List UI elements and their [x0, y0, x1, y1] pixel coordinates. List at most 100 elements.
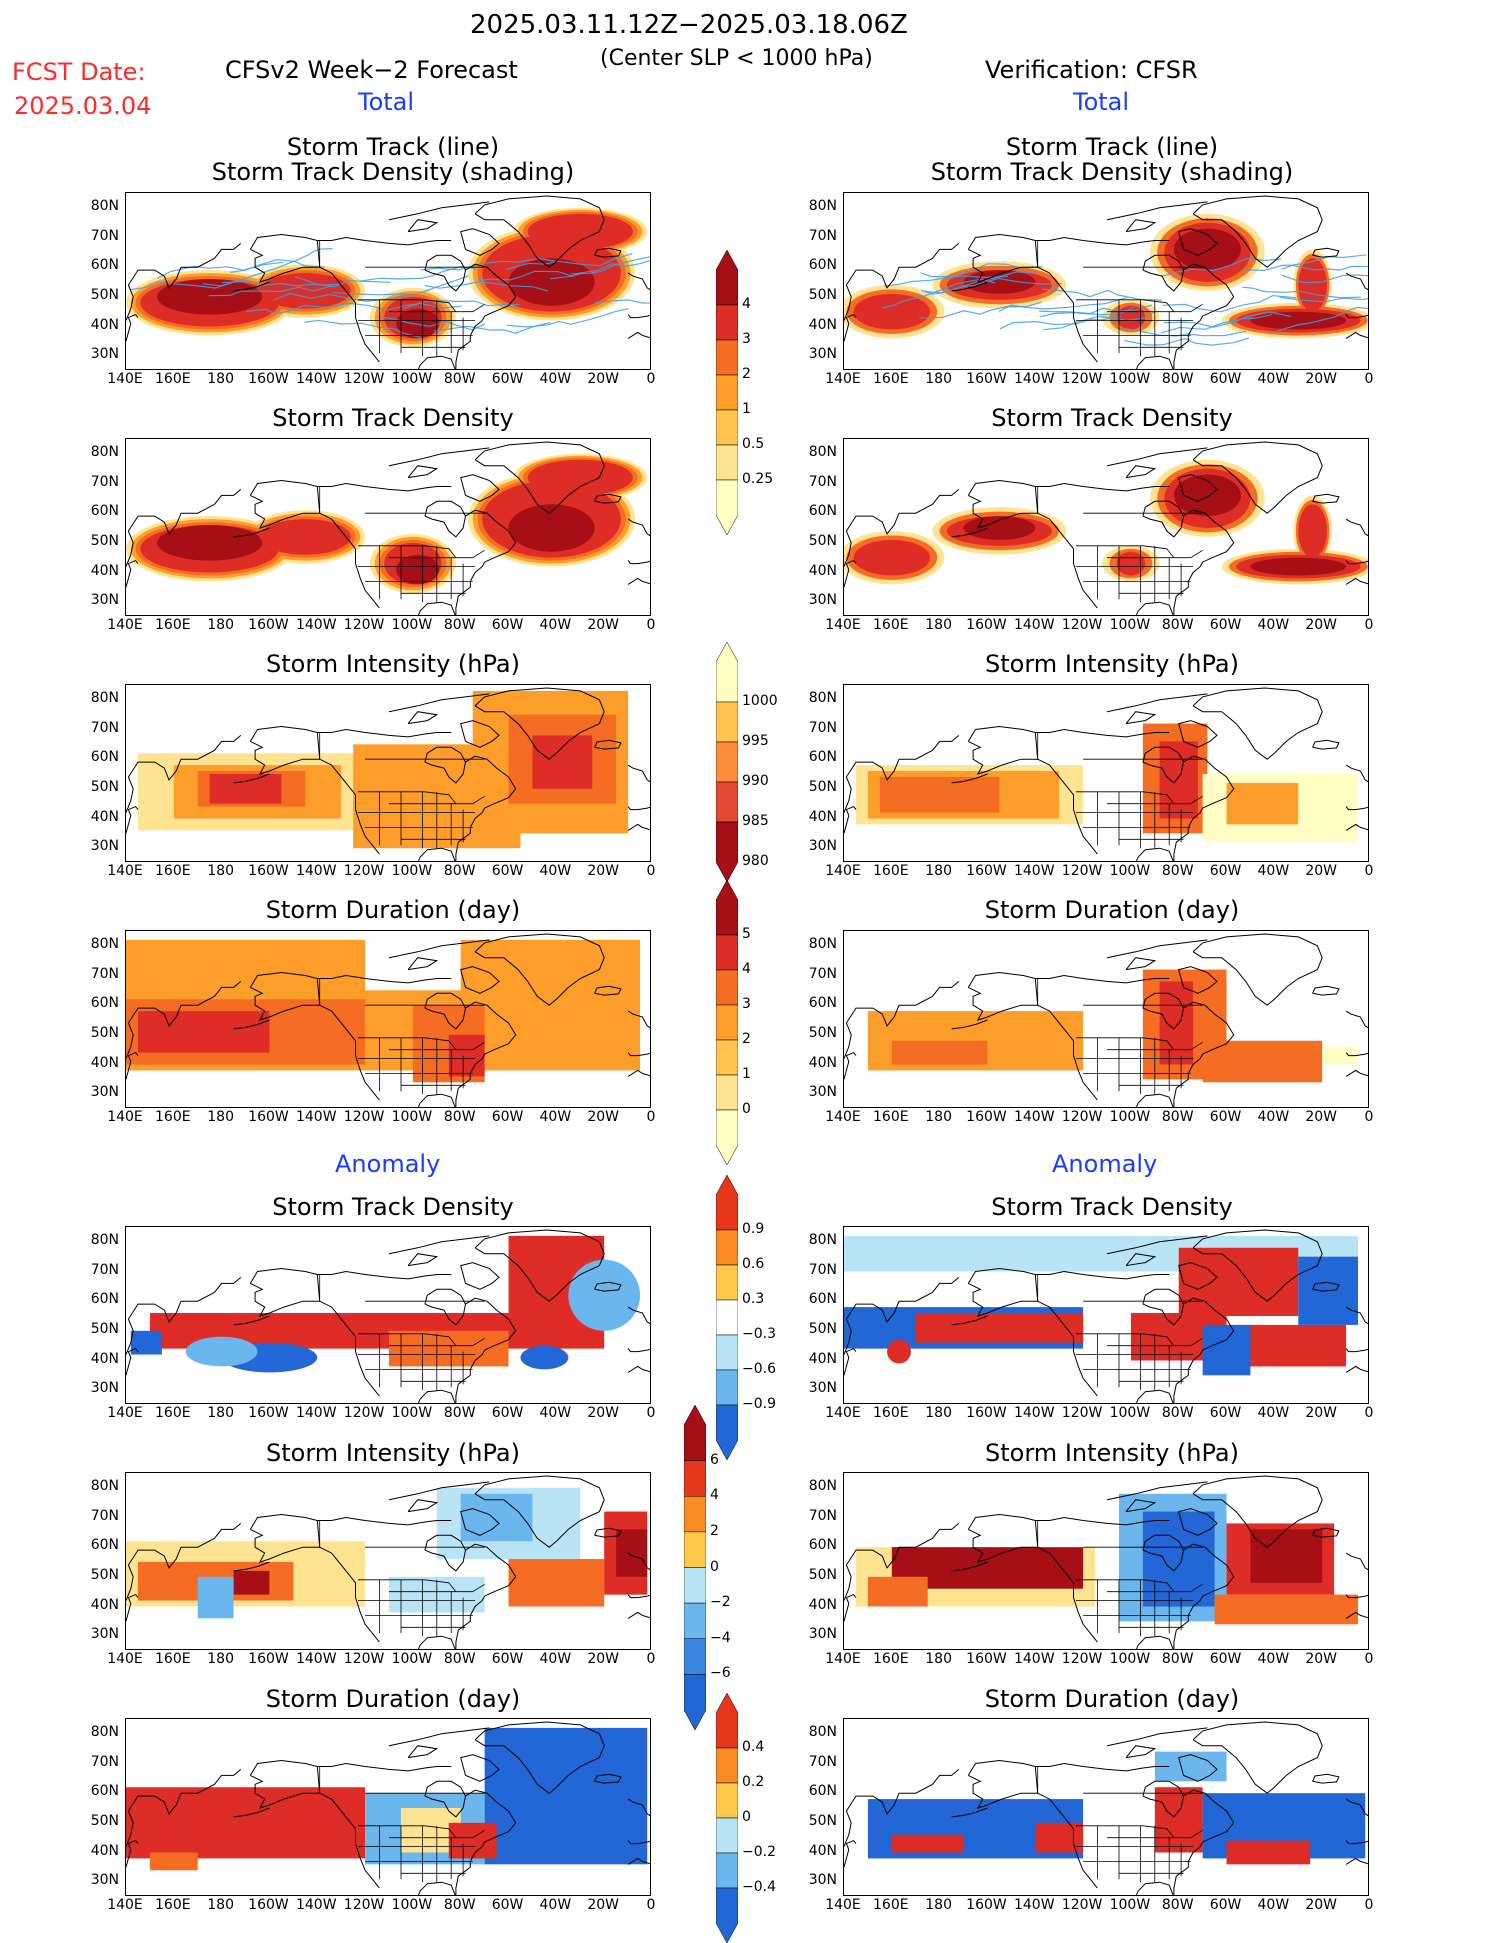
lat-tick-label: 40N — [90, 1054, 119, 1071]
colorbar-label: 985 — [742, 813, 769, 829]
coastline — [126, 1523, 242, 1601]
lon-tick-label: 140E — [825, 371, 861, 387]
right-density-title: Storm Track Density — [991, 404, 1233, 432]
colorbar-segment — [716, 1852, 738, 1889]
colorbar-label: −0.4 — [742, 1879, 776, 1895]
lat-tick-label: 40N — [808, 1054, 837, 1071]
colorbar-segment — [716, 821, 738, 882]
left-map-anom-density-svg — [126, 1229, 650, 1403]
lon-tick-label: 160E — [873, 617, 909, 633]
coastline — [1345, 1798, 1368, 1817]
coastline — [1345, 1069, 1368, 1077]
colorbar-segment — [684, 1567, 706, 1604]
colorbar-segment — [684, 1496, 706, 1533]
lon-tick-label: 160E — [155, 1405, 191, 1421]
right-map-intensity — [843, 684, 1369, 862]
coastline — [460, 1508, 500, 1536]
colorbar-label: −2 — [710, 1594, 731, 1611]
lon-tick-label: 40W — [1257, 1405, 1290, 1421]
lat-tick-label: 60N — [90, 257, 119, 274]
lon-tick-label: 20W — [1305, 863, 1337, 879]
colorbar-segment — [716, 1175, 738, 1231]
coastline — [1106, 1727, 1208, 1747]
border-line — [1075, 299, 1203, 313]
lon-tick-label: 40W — [539, 617, 572, 633]
coastline — [1142, 746, 1185, 784]
lon-tick-label: 140W — [1013, 617, 1055, 633]
lon-tick-label: 100W — [391, 1897, 433, 1913]
coastline — [1345, 1611, 1368, 1619]
lon-tick-label: 160E — [155, 617, 191, 633]
coastline — [844, 1277, 960, 1355]
coastline — [233, 1315, 270, 1326]
border-line — [1075, 1037, 1203, 1051]
coastline — [1135, 1881, 1174, 1895]
coastline — [1135, 601, 1174, 615]
colorbar-label: 0 — [742, 1809, 751, 1825]
colorbar-segment — [716, 1229, 738, 1266]
coastline — [1035, 1516, 1170, 1526]
coastline — [1192, 933, 1323, 1006]
lon-tick-label: 160W — [248, 617, 289, 633]
coastline — [424, 992, 467, 1030]
coastline — [1345, 1594, 1368, 1599]
coastline — [1345, 272, 1368, 291]
coastline — [474, 1475, 605, 1548]
coastline — [424, 1534, 467, 1572]
left-anom-intensity-title: Storm Intensity (hPa) — [266, 1439, 520, 1467]
coastline — [1106, 1481, 1208, 1501]
lon-tick-label: 180 — [925, 1109, 952, 1125]
coastline — [627, 823, 650, 831]
colorbar-segment — [716, 741, 738, 783]
lat-tick-label: 40N — [808, 1842, 837, 1859]
colorbar-segment — [716, 1109, 738, 1165]
lat-tick-label: 70N — [90, 1753, 119, 1770]
colorbar-segment — [716, 969, 738, 1006]
coastline — [455, 1789, 517, 1895]
coastline — [951, 1807, 988, 1818]
lon-tick-label: 160W — [248, 1651, 289, 1667]
coastline — [627, 518, 650, 537]
coastline — [1345, 806, 1368, 811]
right-map-duration-svg — [844, 933, 1368, 1107]
lon-tick-label: 40W — [1257, 863, 1290, 879]
right-map-track-svg — [844, 195, 1368, 369]
left-intensity-title: Storm Intensity (hPa) — [266, 650, 520, 678]
lon-tick-label: 140E — [107, 1897, 143, 1913]
colorbar-duration-total — [716, 880, 738, 1165]
coastline — [126, 805, 139, 834]
coastline — [249, 1759, 321, 1809]
colorbar-segment — [716, 1039, 738, 1076]
lon-tick-label: 80W — [443, 617, 476, 633]
lon-tick-label: 0 — [646, 1651, 656, 1667]
coastline — [317, 1270, 452, 1280]
lon-tick-label: 120W — [343, 863, 385, 879]
coastline — [417, 1881, 456, 1895]
coastline — [319, 266, 380, 363]
lon-tick-label: 140E — [107, 863, 143, 879]
left-map-duration — [125, 930, 651, 1108]
border-line — [357, 1333, 485, 1347]
colorbar-segment — [716, 479, 738, 535]
lat-tick-label: 80N — [90, 1477, 119, 1494]
coastline — [1037, 266, 1098, 363]
left-total-label: Total — [358, 88, 415, 116]
lat-tick-label: 80N — [90, 1723, 119, 1740]
coastline — [1142, 500, 1185, 538]
coastline — [844, 1051, 857, 1080]
colorbar-label: 0 — [710, 1558, 719, 1575]
coastline — [627, 1306, 650, 1325]
right-intensity-title: Storm Intensity (hPa) — [985, 650, 1239, 678]
colorbar-label: −0.6 — [742, 1361, 776, 1377]
coastline — [455, 1297, 517, 1403]
coastline — [1192, 1229, 1323, 1302]
colorbar-segment — [716, 1747, 738, 1784]
lat-tick-label: 50N — [90, 286, 119, 303]
coastline — [126, 489, 242, 567]
lon-tick-label: 160W — [966, 1109, 1007, 1125]
lon-tick-label: 60W — [491, 617, 524, 633]
coastline — [1106, 939, 1208, 959]
border-line — [357, 1825, 485, 1839]
coastline — [126, 1051, 139, 1080]
coastline — [1135, 847, 1174, 861]
